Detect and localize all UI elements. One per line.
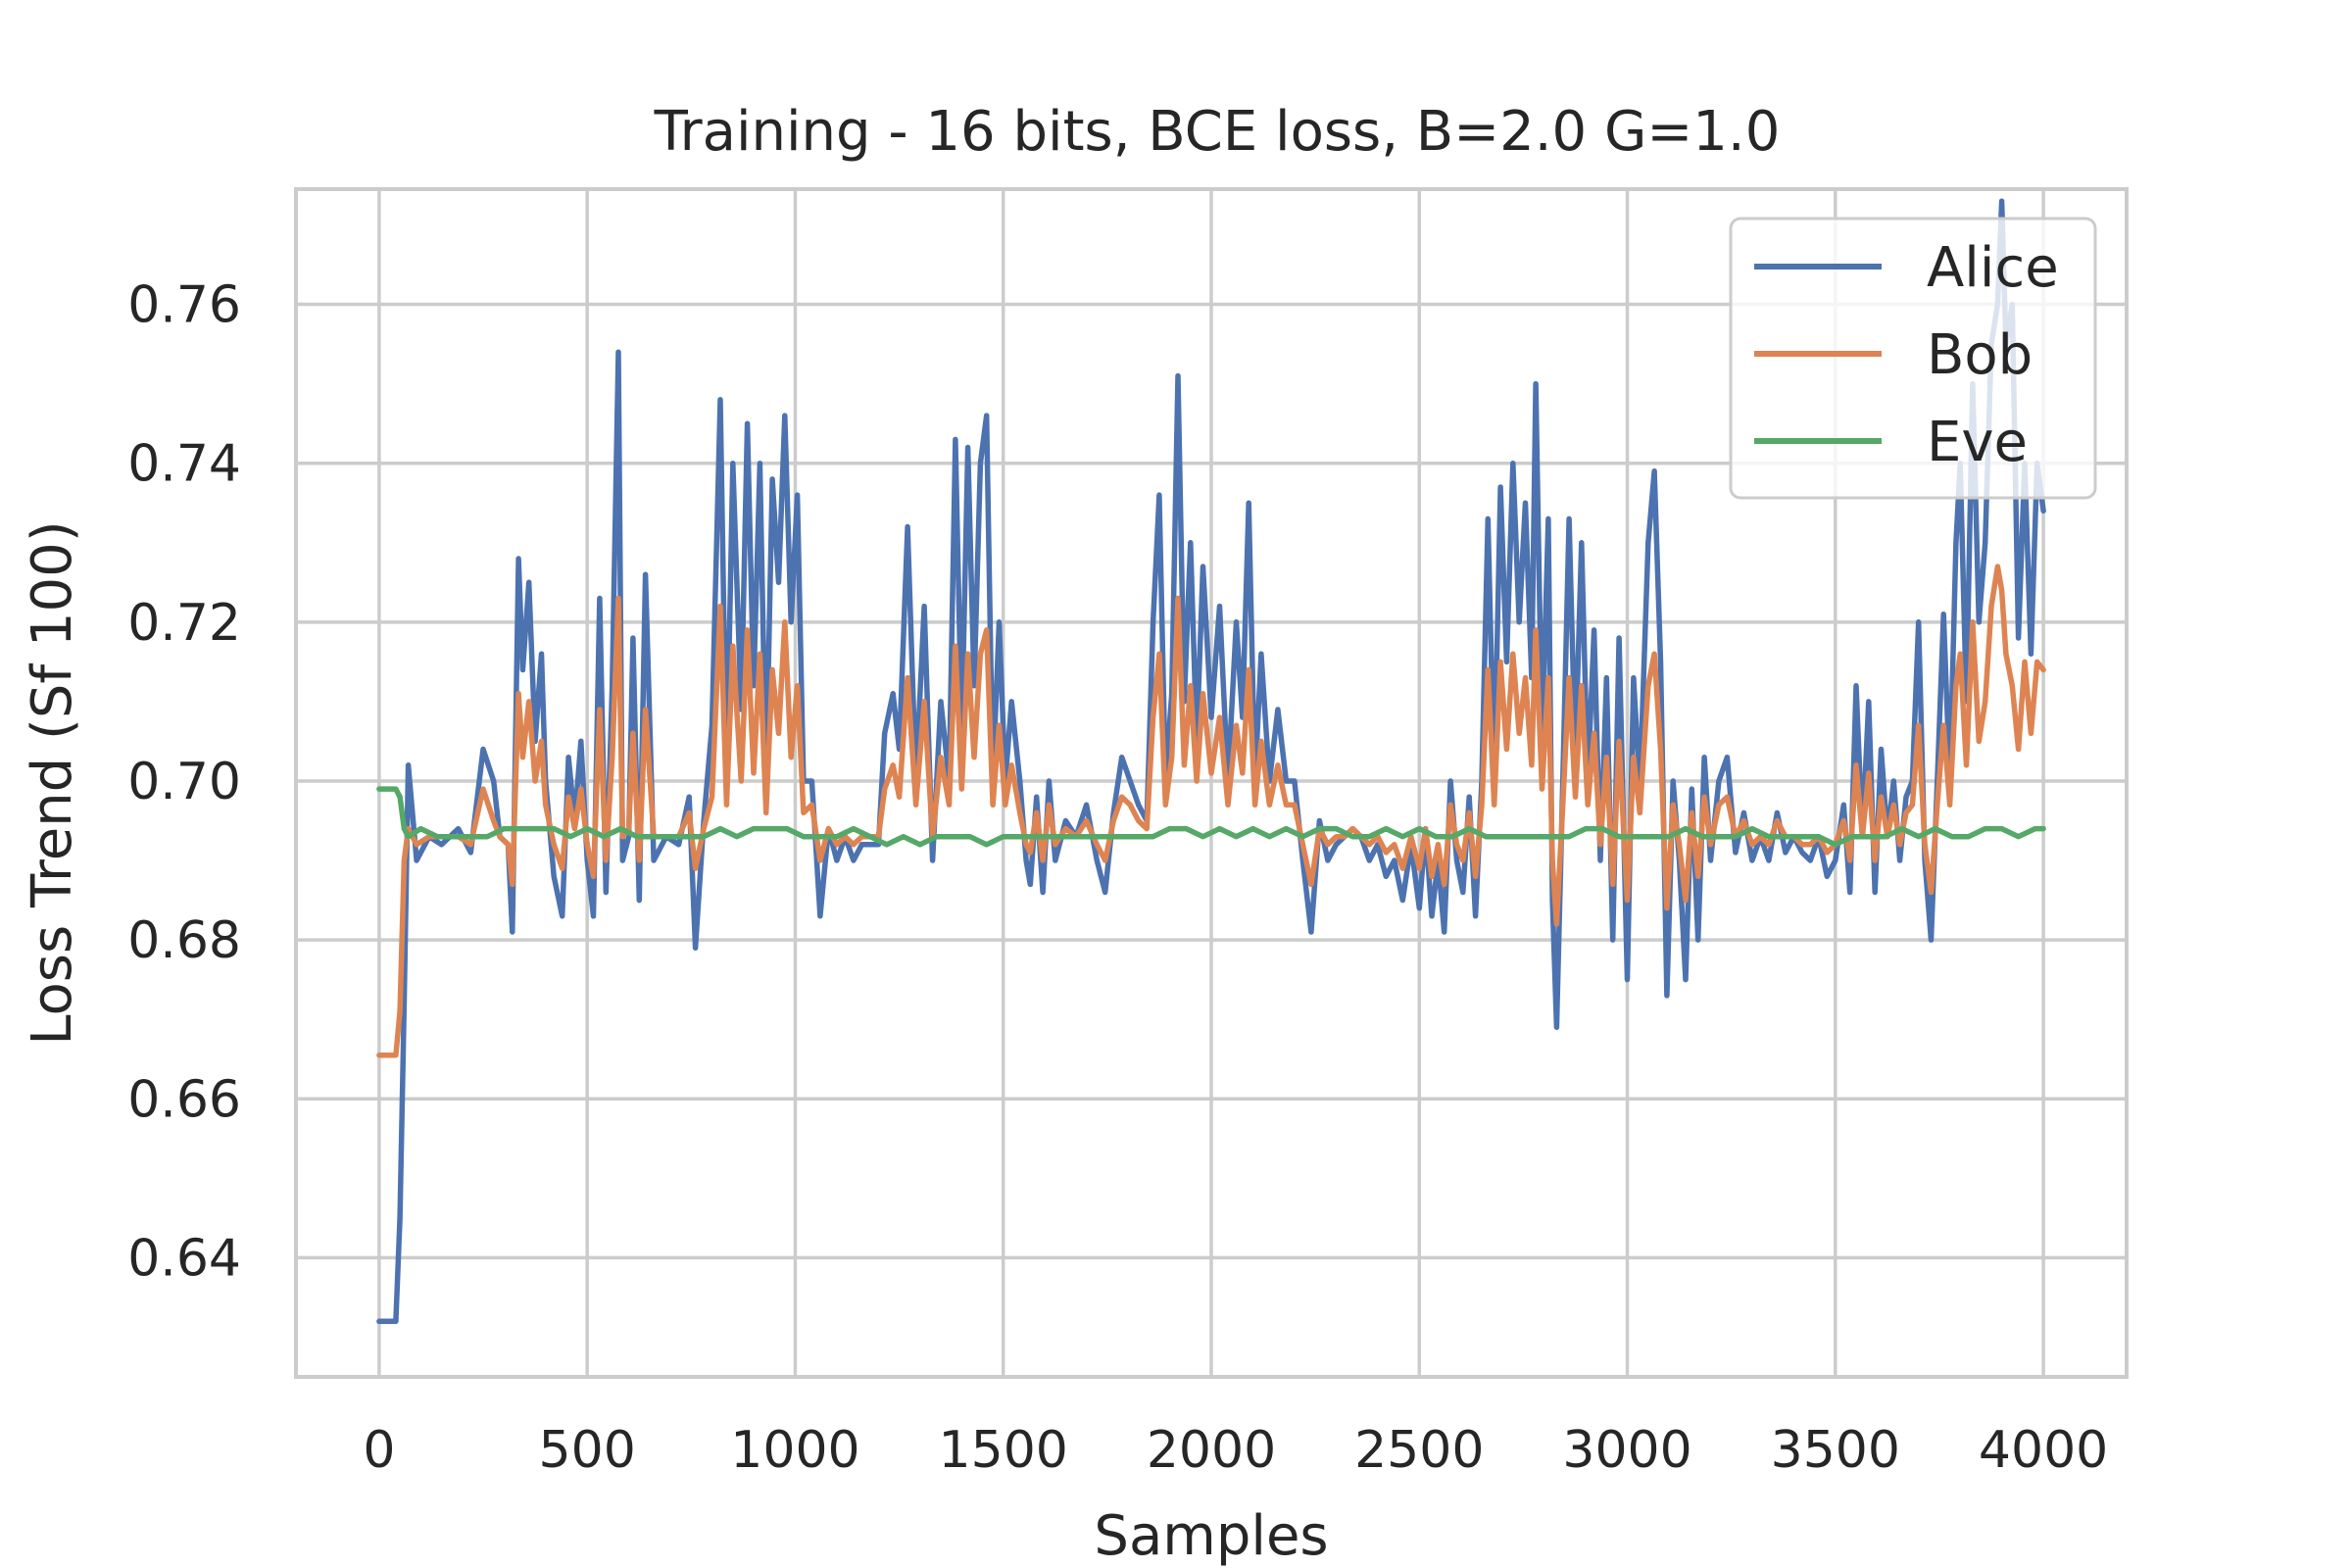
series-line-eve [376,786,2046,848]
x-tick-labels: 0 500 1000 1500 2000 2500 3000 3500 4000 [363,1421,2108,1480]
y-tick-label: 0.66 [127,1070,241,1129]
y-tick-label: 0.68 [127,911,241,970]
legend: Alice Bob Eve [1729,217,2097,500]
x-tick-label: 2000 [1147,1421,1276,1480]
y-tick-label: 0.72 [127,594,241,653]
x-tick-label: 2500 [1354,1421,1484,1480]
chart-title: Training - 16 bits, BCE loss, B=2.0 G=1.… [654,100,1781,164]
x-tick-label: 4000 [1979,1421,2108,1480]
y-axis-label: Loss Trend (Sf 100) [21,520,84,1045]
legend-label-bob: Bob [1927,323,2033,387]
x-tick-label: 3000 [1562,1421,1691,1480]
plot-frame [294,187,2129,1379]
y-tick-label: 0.74 [127,435,241,494]
x-tick-label: 500 [539,1421,636,1480]
legend-box [1729,217,2097,500]
series-lines [376,198,2046,1325]
legend-label-alice: Alice [1927,236,2059,300]
y-tick-label: 0.70 [127,753,241,811]
x-tick-label: 1500 [939,1421,1068,1480]
legend-label-eve: Eve [1927,411,2028,474]
y-tick-label: 0.76 [127,276,241,335]
x-tick-label: 1000 [730,1421,859,1480]
x-tick-label: 0 [363,1421,395,1480]
y-tick-labels: 0.64 0.66 0.68 0.70 0.72 0.74 0.76 [127,276,241,1289]
y-tick-label: 0.64 [127,1229,241,1288]
x-axis-label: Samples [1094,1504,1328,1568]
x-tick-label: 3500 [1771,1421,1900,1480]
y-gridlines [296,302,2127,1260]
